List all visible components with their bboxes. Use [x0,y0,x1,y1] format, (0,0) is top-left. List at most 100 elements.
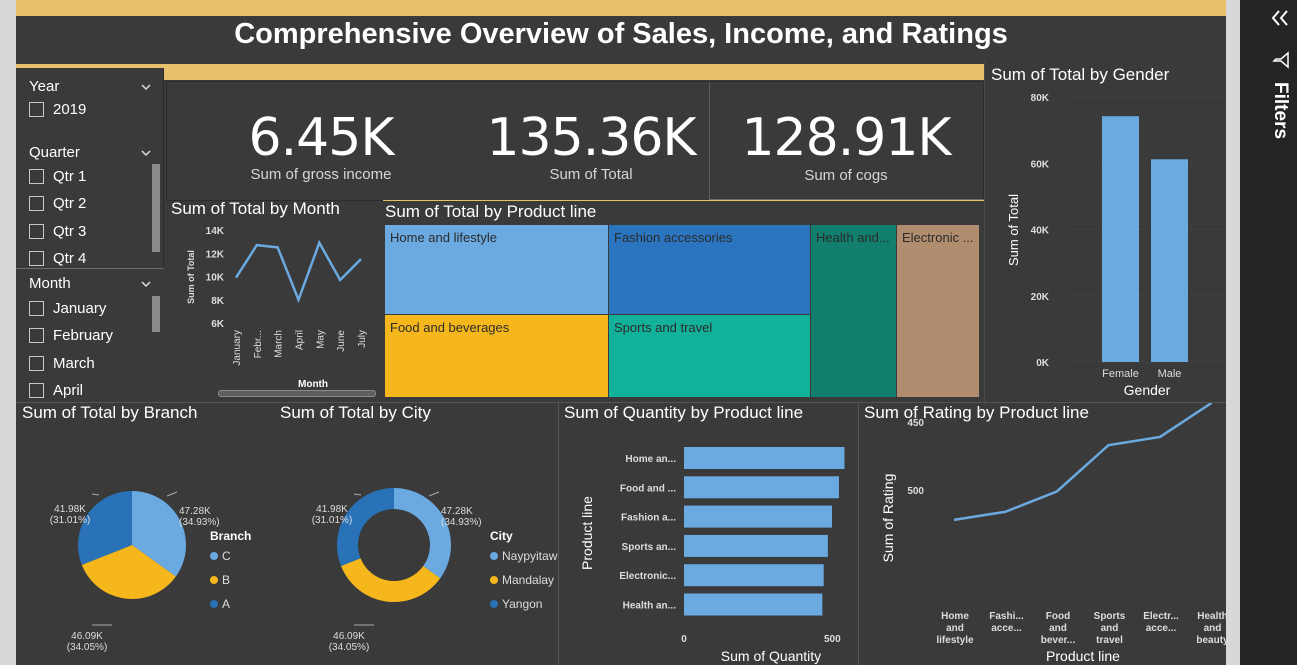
chevron-down-icon[interactable] [141,148,151,158]
percent-label: (31.01%) [312,515,353,526]
filters-label[interactable]: Filters [1270,82,1291,140]
double-chevron-right-icon[interactable] [1270,9,1292,27]
funnel-icon[interactable] [1272,51,1290,69]
kpi-gross-income-value: 6.45K [248,108,395,168]
row-divider [16,402,1226,403]
x-axis-title: Product line [1046,648,1120,664]
series-line [234,239,362,304]
y-tick-label: 8K [211,296,225,307]
checkbox-icon[interactable] [29,328,44,343]
month-item[interactable]: March [29,355,95,372]
x-axis-title: Gender [1124,382,1171,398]
quarter-item-label: Qtr 1 [53,168,87,185]
pie-slice [81,545,176,599]
bar [684,447,845,469]
legend-label: Mandalay [502,573,554,587]
y-axis-title: Product line [579,496,595,570]
data-label: 46.09K [71,631,103,642]
x-tick-label: Electr... [1143,611,1179,622]
bar [1151,159,1188,362]
filters-pane[interactable]: Filters [1240,0,1297,665]
quarter-slicer-title: Quarter [29,144,80,161]
series-line [953,403,1213,522]
kpi-cogs-label: Sum of cogs [804,167,888,184]
month-item-label: March [53,355,95,372]
slicer-month: Month January February March April [16,268,164,403]
city-chart-visual: Sum of Total by City 47.28K (34.93%) 46.09… [278,403,558,665]
checkbox-icon[interactable] [29,383,44,398]
y-tick-label: 0K [1036,358,1050,369]
kpi-divider [709,199,985,200]
y-tick-label: 40K [1031,226,1050,237]
kpi-divider [709,82,710,200]
quarter-item[interactable]: Qtr 2 [29,195,86,212]
quantity-bar-chart: Home an... Food and ... Fashion a... Sports… [579,447,845,664]
chevron-down-icon[interactable] [141,279,151,289]
quarter-item-label: Qtr 3 [53,223,87,240]
kpi-gross-income-label: Sum of gross income [250,166,392,183]
legend-marker [490,576,498,584]
bar [684,505,833,528]
x-tick-label: June [336,330,347,352]
treemap-cell[interactable]: Electronic ... [897,225,979,397]
x-tick-label: beauty [1196,635,1226,646]
month-item[interactable]: February [29,327,113,344]
treemap-cell[interactable]: Fashion accessories [609,225,810,314]
x-tick-label: Sports [1094,611,1126,622]
month-line-chart: 14K 12K 10K 8K 6K Sum of Total January Febr... M… [186,226,368,390]
checkbox-icon[interactable] [29,251,44,266]
x-tick-label: Food [1046,611,1070,622]
quarter-item[interactable]: Qtr 3 [29,223,86,240]
x-tick-label: lifestyle [936,635,974,646]
month-item[interactable]: January [29,300,106,317]
treemap-cell[interactable]: Home and lifestyle [385,225,608,314]
treemap-cell[interactable]: Health and... [811,225,896,397]
x-tick-label: Home [941,611,969,622]
kpi-total-value: 135.36K [486,108,696,168]
chevron-down-icon[interactable] [141,82,151,92]
checkbox-icon[interactable] [29,301,44,316]
month-item[interactable]: April [29,382,83,399]
bar [684,593,823,616]
x-tick-label: travel [1096,635,1123,646]
y-tick-label: Home an... [625,454,676,465]
x-tick-label: bever... [1041,635,1076,646]
checkbox-icon[interactable] [29,356,44,371]
year-item[interactable]: 2019 [29,101,86,118]
checkbox-icon[interactable] [29,224,44,239]
checkbox-icon[interactable] [29,169,44,184]
rating-chart-visual: Sum of Rating by Product line 500 450 Sum … [858,403,1226,665]
kpi-total-label: Sum of Total [549,166,633,183]
quarter-item[interactable]: Qtr 1 [29,168,86,185]
y-tick-label: Health an... [623,601,677,612]
y-tick-label: 10K [206,273,225,284]
x-tick-label: and [946,623,964,634]
report-canvas: Comprehensive Overview of Sales, Income,… [16,0,1226,665]
y-tick-label: Food and ... [620,483,676,494]
branch-chart-title: Sum of Total by Branch [22,403,198,422]
bar [684,534,828,557]
quarter-scrollbar[interactable] [152,164,160,252]
x-tick-label: 0 [681,634,687,645]
leader-line [428,491,440,497]
month-chart-scrollbar[interactable] [218,390,376,397]
treemap-cell[interactable]: Sports and travel [609,315,810,397]
month-slicer-title: Month [29,275,71,292]
checkbox-icon[interactable] [29,196,44,211]
city-donut-chart: 47.28K(34.93%) 46.09K(34.05%) 41.98K(31.01… [312,488,558,653]
month-scrollbar[interactable] [152,296,160,332]
y-tick-label: Sports an... [622,542,677,553]
legend-marker [210,552,218,560]
treemap-cell[interactable]: Food and beverages [385,315,608,397]
percent-label: (34.93%) [441,517,482,528]
month-item-label: April [53,382,84,399]
legend-label: A [222,597,230,611]
checkbox-icon[interactable] [29,102,44,117]
y-tick-label: Fashion a... [621,513,676,524]
x-axis-title: Month [298,379,328,390]
branch-pie-chart: 47.28K(34.93%) 46.09K(34.05%) 41.98K(31.01… [50,491,251,653]
pie-slice [132,491,187,577]
page-title: Comprehensive Overview of Sales, Income,… [234,18,1008,50]
quarter-item[interactable]: Qtr 4 [29,250,86,267]
